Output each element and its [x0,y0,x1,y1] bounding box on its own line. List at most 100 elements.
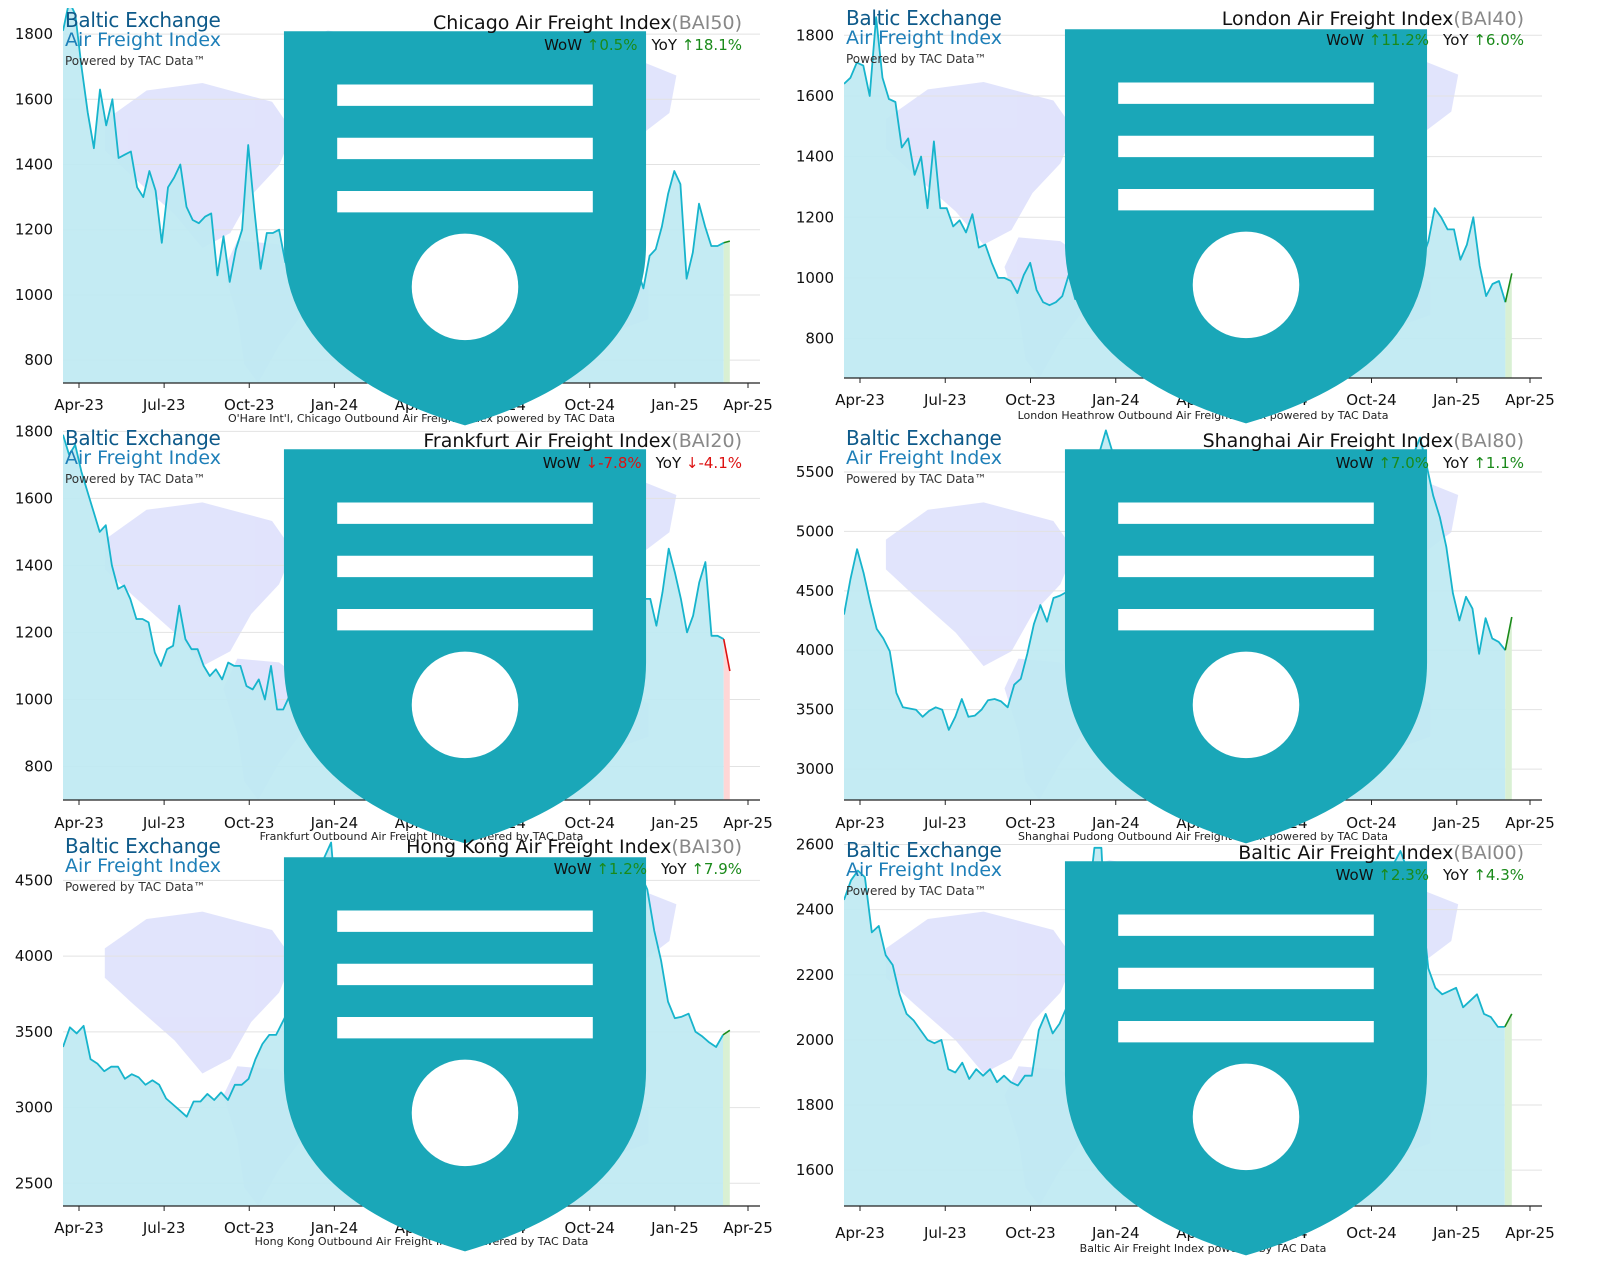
wow-label: WoW [1335,454,1379,472]
logo-line-2: Air Freight Index [846,447,1002,469]
yoy-value: ↓-4.1% [685,454,742,472]
y-tick-label: 1400 [15,156,53,174]
last-week-area [1505,273,1512,378]
chart-caption: Hong Kong Outbound Air Freight Index pow… [255,1235,589,1248]
y-tick-label: 1200 [15,221,53,239]
logo-line-3: Powered by TAC Data™ [846,52,987,66]
baltic-exchange-logo: Baltic Exchange Air Freight Index Powered … [846,428,1428,844]
x-tick-label: Jul-23 [923,1224,967,1242]
yoy-label: YoY [651,36,682,54]
y-tick-label: 1800 [15,25,53,43]
x-tick-label: Oct-23 [1005,814,1055,832]
x-tick-label: Jan-24 [310,1219,359,1237]
continent-north-america [885,82,1075,245]
logo-line-2: Air Freight Index [846,27,1002,49]
yoy-value: ↑1.1% [1473,454,1524,472]
y-tick-label: 2200 [796,966,834,984]
wow-label: WoW [1326,31,1369,49]
last-week-area [723,639,730,800]
wow-label: WoW [542,454,586,472]
chart-title: Baltic Air Freight Index(BAI00) [1238,842,1524,864]
y-tick-label: 1600 [15,90,53,108]
x-tick-label: Apr-23 [835,814,885,832]
y-tick-label: 2600 [796,836,834,854]
y-tick-label: 1600 [796,1161,834,1179]
logo-line-3: Powered by TAC Data™ [65,472,206,486]
last-week-area [1505,617,1512,800]
x-tick-label: Apr-23 [54,1219,104,1237]
chart-panel: 800 1000 1200 1400 1600 1800 Apr-23 Jul-23 Oct-2… [782,0,1582,426]
x-tick-label: Apr-23 [835,1224,885,1242]
baltic-shield-icon [1064,861,1428,1256]
x-tick-label: Oct-23 [224,814,274,832]
chart-title-name: Hong Kong Air Freight Index [406,836,672,858]
y-tick-label: 1800 [796,26,834,44]
change-summary: WoW ↑0.5% YoY ↑18.1% [544,36,742,54]
x-tick-label: Oct-23 [224,1219,274,1237]
chart-title-name: London Air Freight Index [1221,8,1454,30]
x-tick-label: Jan-24 [310,814,359,832]
baltic-exchange-logo: Baltic Exchange Air Freight Index Powered … [846,8,1428,424]
y-tick-label: 3500 [796,701,834,719]
y-tick-label: 800 [805,330,834,348]
change-summary: WoW ↓-7.8% YoY ↓-4.1% [543,454,742,472]
last-week-line [1504,1013,1513,1028]
x-tick-label: Jan-24 [1091,1224,1140,1242]
yoy-label: YoY [1443,31,1474,49]
chart-title-code: (BAI80) [1453,430,1524,452]
baltic-shield-icon [1064,449,1428,844]
x-tick-label: Jan-25 [1432,1224,1481,1242]
chart-title: London Air Freight Index(BAI40) [1222,8,1524,30]
logo-line-3: Powered by TAC Data™ [846,884,987,898]
x-tick-label: Apr-25 [1505,814,1555,832]
continent-north-america [885,911,1075,1074]
logo-line-3: Powered by TAC Data™ [65,880,206,894]
y-tick-label: 1800 [15,422,53,440]
logo-line-3: Powered by TAC Data™ [65,54,206,68]
y-tick-label: 2500 [15,1174,53,1192]
y-tick-label: 1800 [796,1096,834,1114]
yoy-value: ↑7.9% [691,860,742,878]
baltic-shield-icon [283,449,647,844]
x-tick-label: Oct-24 [565,396,615,414]
y-tick-label: 1400 [15,556,53,574]
last-week-line [1504,273,1513,303]
y-tick-label: 1000 [796,269,834,287]
chart-caption: Shanghai Pudong Outbound Air Freight Ind… [1018,830,1388,843]
change-summary: WoW ↑1.2% YoY ↑7.9% [554,860,742,878]
series-area [844,17,1506,378]
continent-north-america [885,502,1075,667]
logo-line-2: Air Freight Index [65,855,221,877]
wow-label: WoW [544,36,587,54]
logo-line-1: Baltic Exchange [65,834,221,858]
chart-title-code: (BAI00) [1453,842,1524,864]
chart-title-code: (BAI30) [671,836,742,858]
y-tick-label: 800 [24,757,53,775]
x-tick-label: Apr-23 [835,391,885,409]
x-tick-label: Oct-24 [565,814,615,832]
x-tick-label: Apr-25 [1505,1224,1555,1242]
x-tick-label: Jul-23 [923,814,967,832]
y-tick-label: 3500 [15,1023,53,1041]
y-tick-label: 3000 [15,1099,53,1117]
baltic-exchange-logo: Baltic Exchange Air Freight Index Powered … [65,10,647,426]
chart-caption: O'Hare Int'l, Chicago Outbound Air Freig… [228,412,615,425]
wow-value: ↑0.5% [586,36,638,54]
x-tick-label: Oct-24 [1346,814,1396,832]
series-area [63,8,724,383]
x-tick-label: Jan-25 [650,396,699,414]
wow-value: ↑7.0% [1378,454,1430,472]
y-tick-label: 1200 [796,208,834,226]
x-tick-label: Jan-25 [650,1219,699,1237]
yoy-label: YoY [655,454,686,472]
yoy-value: ↑4.3% [1473,866,1524,884]
x-tick-label: Apr-25 [723,814,773,832]
yoy-value: ↑6.0% [1473,31,1524,49]
change-summary: WoW ↑2.3% YoY ↑4.3% [1336,866,1524,884]
x-tick-label: Apr-25 [723,1219,773,1237]
y-tick-label: 1000 [15,286,53,304]
x-tick-label: Oct-23 [1005,391,1055,409]
x-tick-label: Oct-24 [1346,391,1396,409]
last-week-line [722,638,731,672]
x-tick-label: Jan-24 [1091,391,1140,409]
